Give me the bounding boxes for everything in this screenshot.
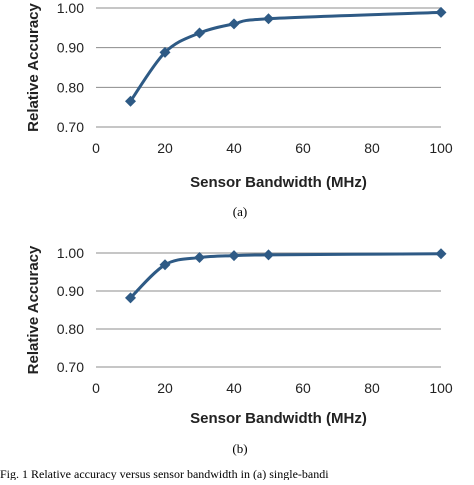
y-axis-label: Relative Accuracy (25, 2, 42, 131)
x-tick-label: 0 (92, 140, 100, 156)
data-point-marker (435, 248, 447, 260)
y-tick-label: 0.70 (57, 119, 84, 135)
series-line (129, 10, 442, 103)
x-tick-label: 80 (364, 380, 380, 396)
data-point-marker (125, 95, 136, 107)
y-tick-label: 0.90 (57, 283, 84, 299)
y-tick-label: 1.00 (57, 0, 84, 16)
data-point-marker (228, 250, 240, 262)
y-tick-label: 0.80 (57, 321, 84, 337)
y-axis-label: Relative Accuracy (25, 245, 42, 374)
x-tick-label: 80 (364, 140, 380, 156)
data-point-marker (228, 18, 240, 30)
data-point-marker (194, 252, 205, 264)
data-point-marker (194, 27, 205, 39)
subcaption-b: (b) (232, 441, 247, 456)
x-tick-label: 100 (429, 140, 453, 156)
x-tick-label: 40 (226, 380, 242, 396)
data-point-marker (159, 46, 171, 58)
y-tick-label: 0.70 (57, 359, 84, 375)
chart-a: 0.70 0.80 0.90 1.00 0 20 40 60 80 100 Sensor Bandw… (25, 0, 453, 191)
y-tick-label: 0.90 (57, 40, 84, 56)
x-axis-label: Sensor Bandwidth (MHz) (190, 410, 367, 427)
x-tick-label: 100 (429, 380, 453, 396)
x-tick-label: 20 (157, 140, 173, 156)
data-point-marker (159, 259, 171, 271)
data-point-marker (435, 6, 447, 18)
x-tick-label: 60 (295, 140, 311, 156)
x-tick-label: 60 (295, 380, 311, 396)
subcaption-a: (a) (233, 204, 247, 219)
y-tick-label: 1.00 (57, 245, 84, 261)
x-tick-label: 40 (226, 140, 242, 156)
x-tick-label: 20 (157, 380, 173, 396)
x-tick-label: 0 (92, 380, 100, 396)
data-point-marker (263, 249, 274, 261)
figure-caption: Fig. 1 Relative accuracy versus sensor b… (0, 467, 329, 480)
y-tick-label: 0.80 (57, 79, 84, 95)
data-point-marker (263, 13, 274, 25)
data-point-marker (125, 292, 136, 304)
chart-b: 0.70 0.80 0.90 1.00 0 20 40 60 80 100 Sensor Bandw… (25, 245, 453, 427)
x-axis-label: Sensor Bandwidth (MHz) (190, 174, 367, 191)
